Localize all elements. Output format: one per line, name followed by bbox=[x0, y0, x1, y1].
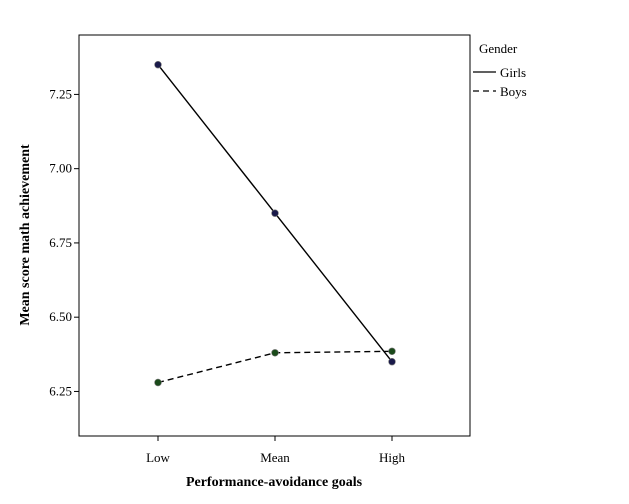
x-axis: Low Mean High bbox=[146, 436, 406, 465]
y-tick-label: 6.25 bbox=[49, 383, 72, 398]
x-tick-label: High bbox=[379, 450, 406, 465]
data-point-boys bbox=[271, 349, 279, 357]
legend-title: Gender bbox=[479, 41, 518, 56]
x-tick-label: Low bbox=[146, 450, 170, 465]
data-point-girls bbox=[271, 209, 279, 217]
x-axis-title: Performance-avoidance goals bbox=[186, 475, 363, 490]
legend-label-boys: Boys bbox=[500, 84, 527, 99]
y-tick-label: 6.50 bbox=[49, 309, 72, 324]
data-point-boys bbox=[388, 347, 396, 355]
data-point-girls bbox=[154, 60, 162, 69]
y-axis: 6.25 6.50 6.75 7.00 7.25 bbox=[49, 86, 79, 398]
y-tick-label: 7.00 bbox=[49, 161, 72, 176]
data-point-girls bbox=[388, 358, 396, 366]
x-tick-label: Mean bbox=[260, 450, 290, 465]
y-axis-title: Mean score math achievement bbox=[18, 144, 33, 326]
legend: Gender Girls Boys bbox=[473, 41, 527, 99]
y-tick-label: 7.25 bbox=[49, 86, 72, 101]
legend-label-girls: Girls bbox=[500, 65, 526, 80]
plot-area bbox=[78, 34, 471, 437]
data-point-boys bbox=[154, 378, 162, 387]
series-layer bbox=[154, 60, 396, 387]
y-tick-label: 6.75 bbox=[49, 235, 72, 250]
